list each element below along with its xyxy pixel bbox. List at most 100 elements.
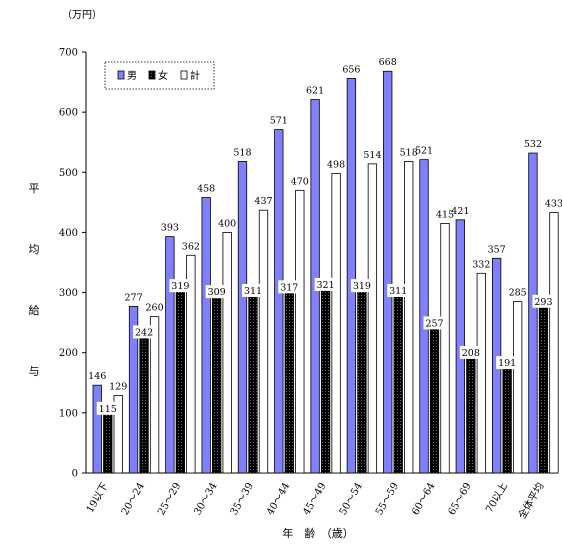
bar-男-8 (383, 70, 393, 474)
data-label-計: 362 (182, 241, 200, 252)
legend-label-男: 男 (127, 70, 137, 82)
data-label-男: 357 (488, 244, 506, 255)
bar-計-10 (476, 272, 486, 474)
bar-男-2 (165, 236, 175, 474)
data-label-計: 433 (545, 199, 562, 210)
bar-女-7 (357, 280, 367, 474)
data-label-女: 311 (244, 286, 262, 297)
data-label-bg (241, 283, 264, 297)
data-label-女: 309 (208, 287, 226, 298)
legend: 男女計 (104, 61, 215, 90)
legend-box (104, 61, 215, 90)
data-label-bg (278, 280, 301, 294)
bar-男-4 (237, 161, 248, 474)
y-axis-label-char: 平 (29, 182, 40, 195)
data-label-計: 415 (436, 209, 454, 220)
data-label-計: 514 (363, 150, 381, 161)
x-tick-label: 70以上 (483, 481, 510, 515)
data-label-計: 260 (145, 303, 163, 314)
data-label-女: 319 (353, 281, 371, 292)
data-label-計: 518 (400, 147, 418, 158)
x-tick-label: 55～59 (374, 481, 401, 517)
x-tick-label: 45～49 (301, 481, 328, 517)
bar-女-6 (320, 279, 331, 474)
bar-女-11 (502, 357, 512, 474)
x-tick-label: 40～44 (265, 481, 292, 517)
y-tick-label: 600 (59, 108, 78, 119)
legend-label-計: 計 (190, 69, 200, 82)
bar-計-3 (222, 232, 232, 474)
bar-男-9 (419, 159, 429, 474)
x-tick-label: 25～29 (156, 481, 183, 517)
bar-計-0 (113, 395, 123, 474)
data-label-女: 242 (135, 327, 153, 338)
data-label-男: 668 (379, 57, 397, 68)
bar-男-1 (128, 306, 139, 474)
y-tick-label: 500 (59, 168, 78, 179)
x-tick-label: 20～24 (120, 481, 147, 517)
x-tick-label: 全体平均 (515, 480, 546, 521)
data-label-bg (350, 279, 373, 293)
y-axis-label-char: 給 (29, 303, 40, 317)
data-label-計: 498 (327, 159, 345, 170)
y-tick-label: 400 (59, 228, 78, 239)
data-label-男: 521 (415, 146, 433, 157)
data-label-女: 191 (498, 358, 516, 369)
data-label-女: 293 (534, 297, 552, 308)
data-label-男: 518 (233, 147, 251, 158)
legend-swatch-女 (148, 70, 156, 80)
data-label-女: 115 (99, 404, 117, 415)
data-label-計: 285 (509, 288, 527, 299)
data-label-bg (496, 356, 519, 370)
bar-女-1 (139, 327, 149, 474)
data-label-計: 332 (472, 259, 490, 270)
x-tick-label: 19以下 (85, 481, 111, 515)
y-axis-ticks: 0 100 200 300 400 500 600 700 (59, 48, 86, 480)
bar-計-6 (331, 173, 341, 474)
data-label-男: 277 (124, 292, 142, 303)
data-label-女: 319 (171, 281, 189, 292)
bar-計-11 (512, 301, 523, 474)
bar-計-5 (295, 189, 305, 474)
bar-女-12 (538, 296, 549, 474)
bar-男-12 (528, 152, 538, 474)
bars (92, 70, 559, 474)
y-tick-label: 300 (59, 288, 78, 299)
bar-男-3 (201, 197, 211, 474)
y-axis-label-char: 与 (29, 365, 40, 378)
data-label-男: 458 (197, 184, 215, 195)
legend-swatch-男 (117, 70, 125, 80)
data-label-女: 311 (389, 286, 407, 297)
data-label-bg (423, 316, 446, 330)
x-tick-label: 30～34 (192, 481, 219, 517)
bar-女-3 (212, 286, 222, 474)
data-label-女: 321 (317, 280, 335, 291)
data-label-男: 571 (270, 116, 288, 127)
x-tick-label: 50～54 (338, 481, 365, 517)
bar-計-9 (440, 223, 450, 474)
data-label-男: 532 (524, 139, 542, 150)
bar-男-5 (274, 129, 284, 474)
bar-女-4 (248, 285, 258, 474)
bar-計-8 (404, 161, 414, 474)
bar-計-2 (186, 254, 196, 474)
bar-計-1 (149, 316, 160, 474)
data-label-bg (169, 279, 192, 293)
y-tick-label: 700 (59, 48, 78, 59)
bar-計-7 (367, 163, 378, 474)
data-label-計: 470 (291, 176, 309, 187)
y-tick-label: 200 (59, 348, 78, 359)
x-tick-label: 35～39 (229, 481, 256, 517)
bar-男-7 (346, 78, 357, 474)
x-tick-label: 65～69 (447, 481, 474, 517)
x-axis-label: 年 齢 （歳） (282, 526, 354, 540)
y-tick-label: 0 (72, 469, 78, 480)
data-label-男: 146 (88, 371, 106, 382)
x-axis-ticks: 19以下 20～24 25～29 30～34 35～39 40～44 45～49 50～54 5… (85, 480, 547, 521)
bar-計-12 (549, 212, 559, 474)
data-label-bg (96, 401, 119, 415)
bar-男-0 (92, 384, 102, 474)
data-label-男: 393 (161, 223, 179, 234)
